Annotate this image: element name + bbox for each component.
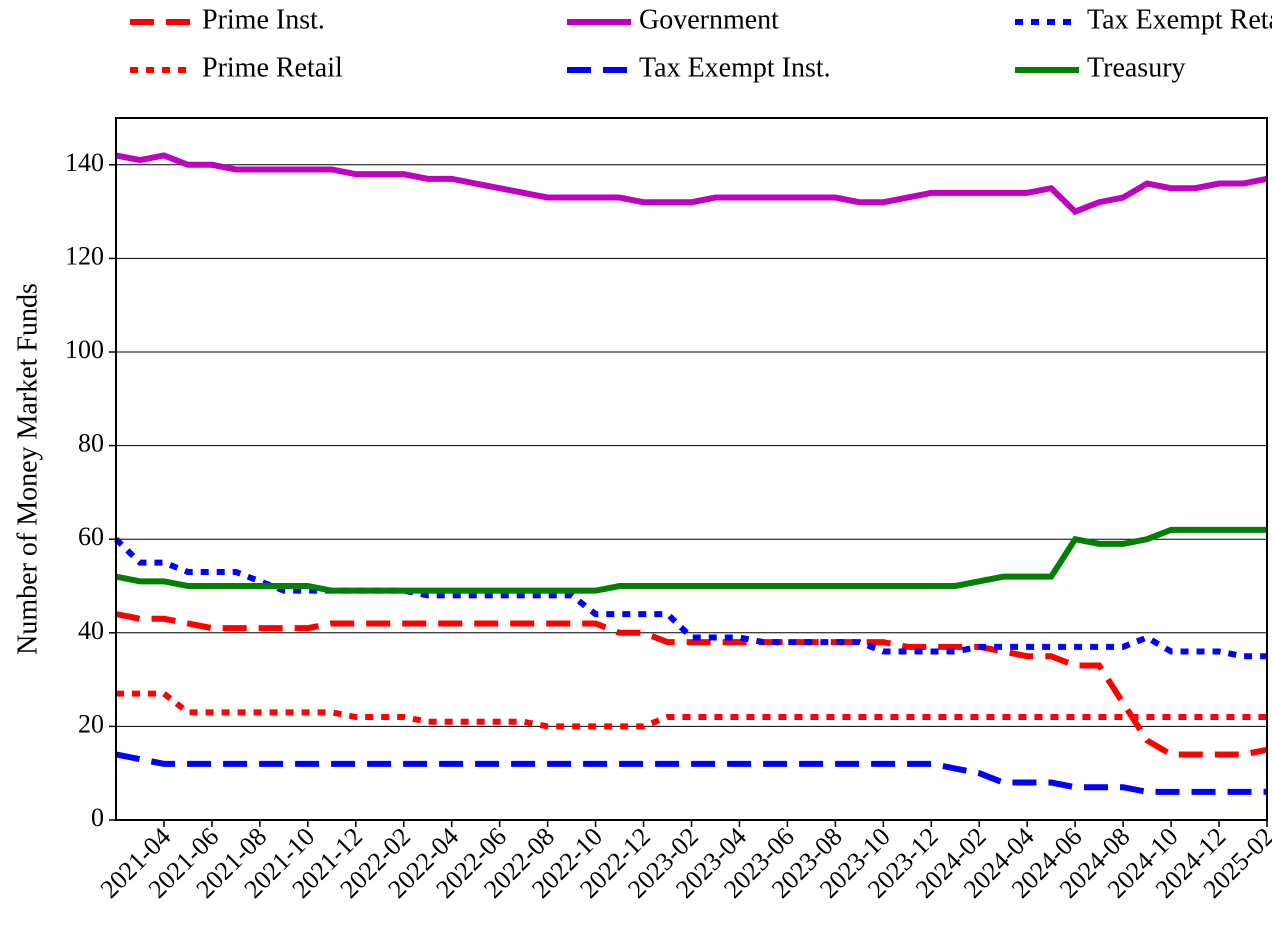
- legend-label: Treasury: [1087, 52, 1186, 83]
- series-line: [115, 611, 1268, 758]
- series-line: [116, 690, 1267, 730]
- legend-label: Tax Exempt Inst.: [639, 52, 831, 83]
- y-tick-label: 0: [91, 803, 104, 832]
- legend-label: Prime Inst.: [202, 4, 325, 35]
- legend-label: Government: [639, 4, 779, 35]
- y-tick-label: 140: [65, 148, 104, 177]
- y-tick-label: 20: [78, 709, 104, 738]
- series-line: [115, 152, 1268, 216]
- legend-label: Tax Exempt Retail: [1087, 4, 1272, 35]
- y-tick-label: 60: [78, 522, 104, 551]
- series-line: [115, 751, 1267, 795]
- y-tick-label: 80: [78, 429, 104, 458]
- series-line: [115, 526, 1267, 594]
- plot-frame: [115, 117, 1268, 821]
- series-line: [113, 537, 1267, 660]
- y-tick-label: 120: [65, 241, 104, 270]
- y-tick-label: 100: [65, 335, 104, 364]
- y-axis-label: Number of Money Market Funds: [12, 283, 43, 655]
- y-tick-label: 40: [78, 616, 104, 645]
- legend-label: Prime Retail: [202, 52, 343, 83]
